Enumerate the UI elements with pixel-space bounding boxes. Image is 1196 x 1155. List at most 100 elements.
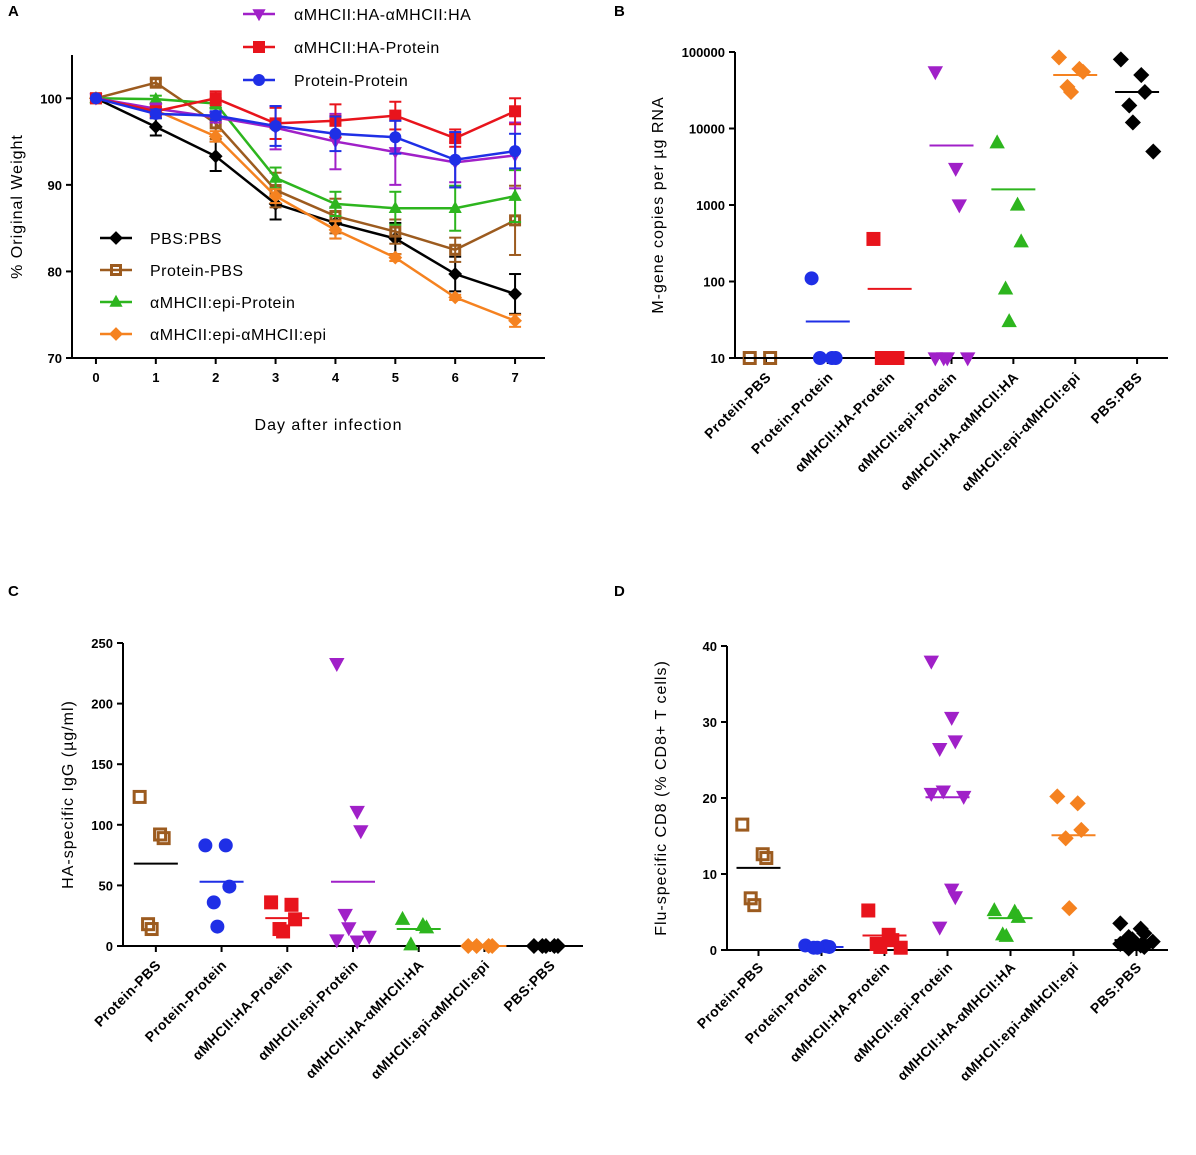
data-point (874, 351, 889, 365)
panel-label-b: B (614, 3, 625, 20)
data-point (288, 912, 303, 927)
x-axis-label: Day after infection (255, 417, 403, 434)
data-point (209, 109, 222, 122)
data-point (997, 280, 1014, 295)
data-point (947, 891, 963, 906)
series-line (95, 97, 516, 162)
data-point (264, 895, 279, 910)
x-tick-label: 3 (272, 370, 279, 385)
data-point (1073, 821, 1090, 838)
x-tick-label: 2 (212, 370, 219, 385)
y-tick-label: 100000 (682, 45, 725, 60)
legend-marker (252, 9, 266, 22)
panel-c-category-label: αMHCII:HA-αMHCII:HA (302, 957, 427, 1082)
data-point (209, 92, 222, 105)
data-point (935, 785, 951, 800)
data-point (208, 129, 223, 144)
data-point (989, 134, 1005, 149)
data-point (947, 735, 963, 750)
data-point (939, 352, 955, 367)
panel-b-category-label: PBS:PBS (1087, 369, 1145, 427)
y-tick-label: 30 (703, 715, 717, 730)
panel-d-category-label: αMHCII:HA-αMHCII:HA (894, 959, 1019, 1084)
data-point (1145, 143, 1162, 160)
data-point (893, 940, 908, 955)
data-point (222, 879, 237, 894)
y-tick-label: 100 (40, 91, 62, 106)
legend-marker (109, 294, 123, 307)
data-point (349, 935, 365, 950)
y-tick-label: 100 (703, 275, 725, 290)
data-point (508, 287, 522, 301)
data-point (508, 188, 522, 201)
y-tick-label: 20 (703, 791, 717, 806)
data-point (329, 127, 342, 140)
data-point (986, 902, 1002, 917)
panel-d-category-label: PBS:PBS (1087, 959, 1145, 1017)
data-point (389, 131, 402, 144)
data-point (284, 897, 299, 912)
data-point (1050, 49, 1068, 66)
legend-marker (109, 231, 123, 245)
y-tick-label: 10 (703, 867, 717, 882)
y-tick-label: 1000 (696, 198, 725, 213)
panel-c-category-label: Protein-PBS (91, 957, 164, 1030)
data-point (148, 119, 163, 134)
data-point (388, 201, 402, 214)
data-point (1112, 915, 1129, 932)
data-point (944, 883, 960, 898)
data-point (804, 271, 819, 286)
y-tick-label: 80 (48, 264, 62, 279)
data-point (948, 162, 964, 177)
data-point (1121, 97, 1138, 114)
data-point (149, 91, 163, 104)
data-point (1124, 114, 1141, 131)
panel-d-category-label: αMHCII:epi-αMHCII:epi (956, 959, 1082, 1085)
data-point (198, 838, 213, 853)
legend-marker (253, 41, 265, 53)
data-point (1136, 925, 1153, 942)
data-point (328, 222, 343, 237)
data-point (132, 789, 147, 804)
panel-b-category-label: αMHCII:epi-Protein (853, 369, 960, 476)
data-point (449, 153, 462, 166)
data-point (208, 149, 223, 164)
x-tick-label: 5 (392, 370, 399, 385)
data-point (1062, 83, 1080, 101)
data-point (144, 922, 159, 937)
data-point (206, 895, 221, 910)
data-point (218, 838, 233, 853)
data-point (932, 743, 948, 757)
y-axis-label: Flu-specific CD8 (% CD8+ T cells) (653, 660, 670, 936)
data-point (268, 170, 283, 183)
data-point (998, 927, 1014, 942)
y-tick-label: 10 (711, 351, 725, 366)
data-point (932, 921, 948, 936)
data-point (149, 76, 162, 89)
data-point (1049, 788, 1066, 805)
y-axis-label: % Original Weight (9, 134, 26, 279)
data-point (873, 939, 888, 954)
data-point (960, 352, 976, 367)
data-point (1061, 900, 1078, 917)
panel-b-category-label: αMHCII:HA-αMHCII:HA (897, 369, 1022, 494)
data-point (389, 225, 402, 238)
y-tick-label: 40 (703, 639, 717, 654)
data-point (89, 92, 102, 105)
legend-label: Protein-Protein (294, 73, 408, 90)
panel-b-category-label: αMHCII:epi-αMHCII:epi (958, 369, 1084, 495)
data-point (268, 189, 283, 204)
data-point (156, 831, 171, 846)
data-point (448, 290, 463, 305)
legend-label: αMHCII:HA-αMHCII:HA (294, 7, 471, 24)
data-point (1069, 795, 1086, 812)
data-point (923, 787, 939, 802)
x-tick-label: 1 (152, 370, 159, 385)
data-point (508, 313, 522, 328)
data-point (861, 903, 876, 918)
y-axis-label: M-gene copies per µg RNA (650, 96, 667, 313)
panel-c-category-label: αMHCII:epi-αMHCII:epi (367, 957, 493, 1083)
x-tick-label: 6 (452, 370, 459, 385)
data-point (210, 919, 225, 934)
data-point (759, 851, 774, 866)
